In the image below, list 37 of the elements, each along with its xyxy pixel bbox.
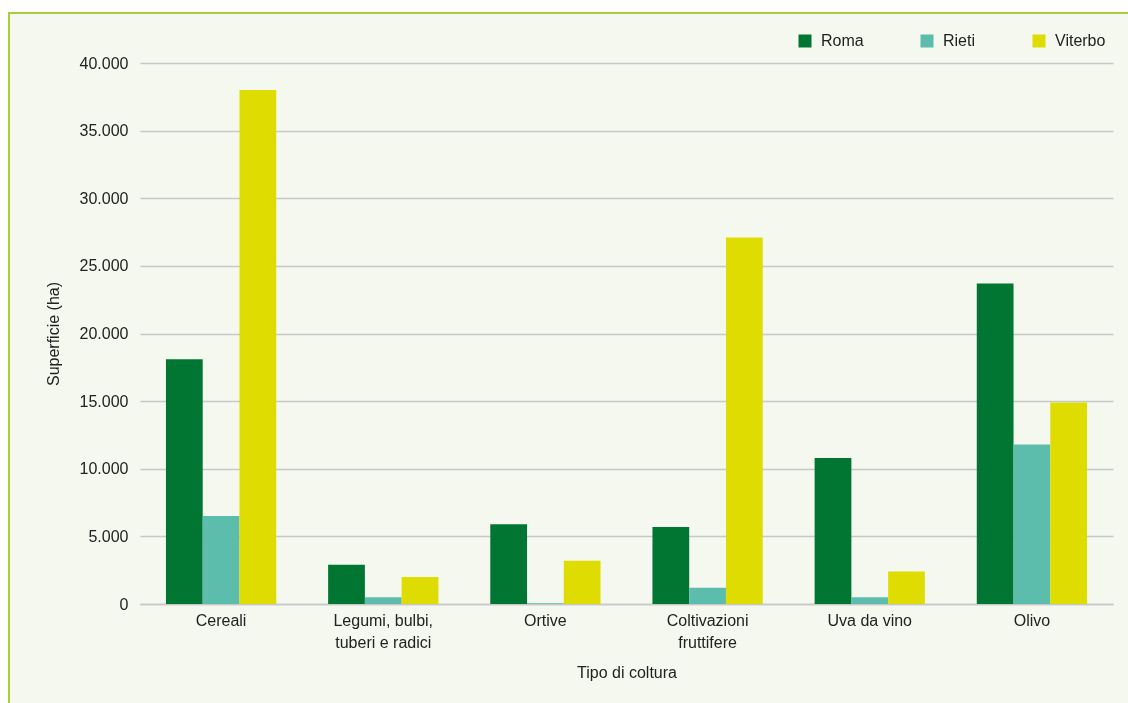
bar: [328, 564, 365, 604]
x-tick-label: Cereali: [195, 611, 247, 629]
bar: [851, 597, 889, 604]
bar: [652, 526, 690, 604]
bar: [239, 90, 277, 604]
bar: [364, 597, 402, 604]
x-tick-label: Ortive: [524, 611, 567, 629]
bar: [689, 587, 726, 604]
y-tick-label: 40.000: [79, 54, 129, 72]
bar: [976, 283, 1014, 604]
y-tick-label: 0: [119, 595, 129, 613]
bar: [814, 457, 852, 604]
bar: [165, 359, 203, 604]
bar: [401, 576, 439, 604]
legend-label: Roma: [821, 32, 864, 49]
x-tick-label: Uva da vino: [827, 611, 913, 629]
legend-label: Viterbo: [1055, 32, 1106, 49]
bar: [563, 560, 601, 604]
y-axis-title: Superficie (ha): [44, 281, 62, 387]
y-tick-label: 5.000: [88, 527, 129, 545]
y-tick-label: 10.000: [79, 460, 129, 478]
y-tick-label: 15.000: [79, 392, 129, 410]
y-tick-label: 25.000: [79, 257, 129, 275]
x-axis-title: Tipo di coltura: [577, 663, 678, 681]
x-tick-label: Coltivazioni fruttifere: [666, 611, 749, 651]
bar: [725, 237, 763, 604]
bar: [1013, 444, 1051, 604]
bar: [888, 571, 925, 604]
x-tick-label: Olivo: [1013, 611, 1051, 629]
x-tick-label: Legumi, bulbi, tuberi e radici: [333, 611, 434, 651]
bar: [1050, 402, 1088, 604]
y-tick-label: 20.000: [79, 325, 129, 342]
bar: [202, 516, 240, 604]
bar: [490, 524, 528, 604]
y-tick-label: 35.000: [79, 122, 129, 140]
y-tick-label: 30.000: [79, 189, 129, 207]
legend-label: Rieti: [943, 32, 976, 49]
